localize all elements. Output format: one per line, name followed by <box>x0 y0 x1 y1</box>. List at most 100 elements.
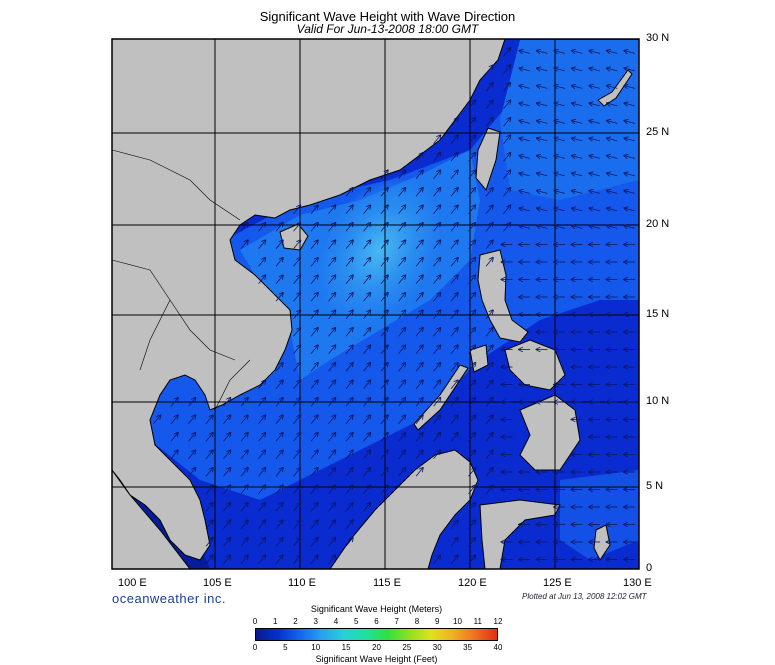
wave-arrow <box>450 275 458 285</box>
wave-arrow <box>624 173 635 176</box>
wave-arrow <box>310 538 318 547</box>
wave-arrow <box>503 65 511 75</box>
wave-arrow <box>554 138 565 141</box>
wave-arrow <box>398 275 406 285</box>
wave-arrow <box>363 293 371 302</box>
wave-arrow <box>293 258 301 267</box>
wave-arrow <box>485 188 493 197</box>
wave-arrow <box>572 103 583 106</box>
wave-arrow <box>380 433 388 442</box>
colorbar <box>255 628 498 641</box>
wave-arrow <box>310 485 318 495</box>
wave-arrow <box>275 293 283 302</box>
wave-arrow <box>485 363 493 372</box>
wave-arrow <box>345 258 353 267</box>
wave-arrow <box>223 503 231 512</box>
wave-arrow <box>310 468 318 477</box>
wave-arrow <box>293 328 301 337</box>
wave-arrow <box>415 170 423 180</box>
lon-label-120e: 120 E <box>458 577 487 589</box>
wave-arrow <box>310 240 318 250</box>
wave-arrow <box>293 450 301 460</box>
taiwan-island <box>475 127 501 192</box>
wave-arrow <box>293 538 301 547</box>
wave-arrow <box>328 205 336 215</box>
wave-arrow <box>485 450 493 460</box>
wave-arrow <box>485 468 493 477</box>
wave-arrow <box>188 450 196 460</box>
wave-arrow <box>258 275 266 285</box>
wave-arrow <box>380 450 388 460</box>
colorbar-feet-tick: 30 <box>432 643 442 652</box>
wave-arrow <box>607 68 618 71</box>
wave-arrow <box>380 188 388 197</box>
wave-arrow <box>258 240 266 250</box>
wave-arrow <box>293 433 301 442</box>
wave-arrow <box>519 156 530 159</box>
wave-arrow <box>170 415 178 425</box>
colorbar-meter-tick: 8 <box>414 617 420 626</box>
lat-label-20n: 20 N <box>646 218 670 230</box>
wave-arrow <box>537 51 548 54</box>
colorbar-feet-tick: 0 <box>252 643 258 652</box>
wave-arrow <box>223 468 231 477</box>
wave-arrow <box>328 275 336 285</box>
wave-arrow <box>363 380 371 390</box>
wave-arrow <box>450 170 458 180</box>
colorbar-meter-tick: 7 <box>394 617 399 626</box>
wave-arrow <box>328 258 336 267</box>
colorbar-meter-tick: 0 <box>252 617 258 626</box>
wave-arrow <box>572 173 583 176</box>
wave-arrow <box>415 468 423 477</box>
wave-arrow <box>310 275 318 285</box>
wave-arrow <box>554 226 565 229</box>
colorbar-feet-tick: 10 <box>311 643 321 652</box>
wave-arrow <box>293 503 301 512</box>
wave-arrow <box>572 208 583 211</box>
wave-arrow <box>328 240 336 250</box>
wave-arrow <box>589 51 600 54</box>
wave-arrow <box>589 208 600 211</box>
wave-arrow <box>363 415 371 425</box>
lat-label-15n: 15 N <box>646 308 670 320</box>
wave-arrow <box>345 468 353 477</box>
wave-arrow <box>624 68 635 71</box>
wave-arrow <box>519 191 530 194</box>
wave-arrow <box>537 103 548 106</box>
wave-arrow <box>380 415 388 425</box>
wave-arrow <box>415 433 423 442</box>
wave-arrow <box>345 328 353 337</box>
wave-arrow <box>398 415 406 425</box>
wave-arrow <box>519 208 530 211</box>
wave-arrow <box>310 450 318 460</box>
wave-arrow <box>223 415 231 425</box>
wave-arrow <box>380 380 388 390</box>
wave-arrow <box>589 173 600 176</box>
wave-arrow <box>328 293 336 302</box>
wave-arrow <box>310 415 318 425</box>
wave-arrow <box>485 415 493 425</box>
lon-label-115e: 115 E <box>373 577 401 589</box>
wave-arrow <box>293 415 301 425</box>
wave-arrow <box>345 240 353 250</box>
wave-arrow <box>328 398 336 407</box>
wave-arrow <box>554 173 565 176</box>
wave-arrow <box>258 538 266 547</box>
wave-arrow <box>503 170 511 180</box>
wave-arrow <box>345 205 353 215</box>
wave-arrow <box>537 156 548 159</box>
wave-arrow <box>433 135 441 145</box>
wave-arrow <box>328 415 336 425</box>
wave-arrow <box>345 415 353 425</box>
wave-arrow <box>328 223 336 232</box>
colorbar-feet-tick: 25 <box>402 643 412 652</box>
wave-arrow <box>380 345 388 355</box>
wave-arrow <box>450 223 458 232</box>
wave-arrow <box>415 240 423 250</box>
wave-arrow <box>415 345 423 355</box>
wave-arrow <box>415 275 423 285</box>
colorbar-title-feet: Significant Wave Height (Feet) <box>315 654 438 664</box>
wave-arrow <box>624 51 635 54</box>
wave-arrow <box>433 223 441 232</box>
wave-arrow <box>485 380 493 390</box>
